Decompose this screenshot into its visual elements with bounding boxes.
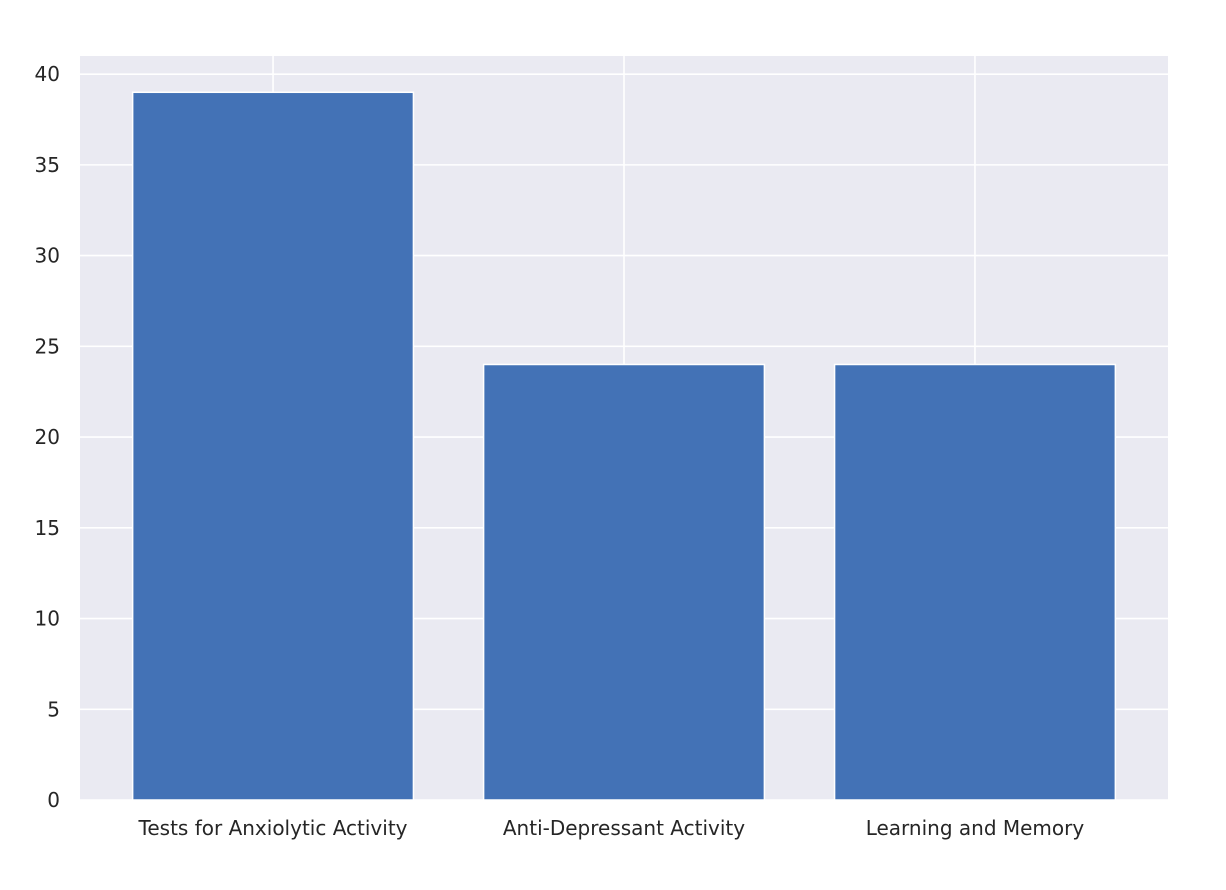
x-tick-label: Tests for Anxiolytic Activity bbox=[138, 816, 408, 840]
y-tick-label: 10 bbox=[35, 607, 60, 631]
y-tick-label: 15 bbox=[35, 516, 60, 540]
y-tick-label: 40 bbox=[35, 62, 60, 86]
bars bbox=[131, 91, 1117, 801]
y-tick-label: 5 bbox=[47, 697, 60, 721]
x-tick-label: Anti-Depressant Activity bbox=[503, 816, 745, 840]
y-axis-tick-labels: 0 5 10 15 20 25 30 35 40 bbox=[35, 62, 60, 812]
x-axis-tick-labels: Tests for Anxiolytic Activity Anti-Depres… bbox=[138, 816, 1085, 840]
y-tick-label: 25 bbox=[35, 334, 60, 358]
x-tick-label: Learning and Memory bbox=[866, 816, 1085, 840]
bar bbox=[131, 91, 415, 801]
y-tick-label: 0 bbox=[47, 788, 60, 812]
bar bbox=[482, 363, 766, 801]
y-tick-label: 20 bbox=[35, 425, 60, 449]
y-tick-label: 30 bbox=[35, 244, 60, 268]
y-tick-label: 35 bbox=[35, 153, 60, 177]
bar bbox=[833, 363, 1117, 801]
